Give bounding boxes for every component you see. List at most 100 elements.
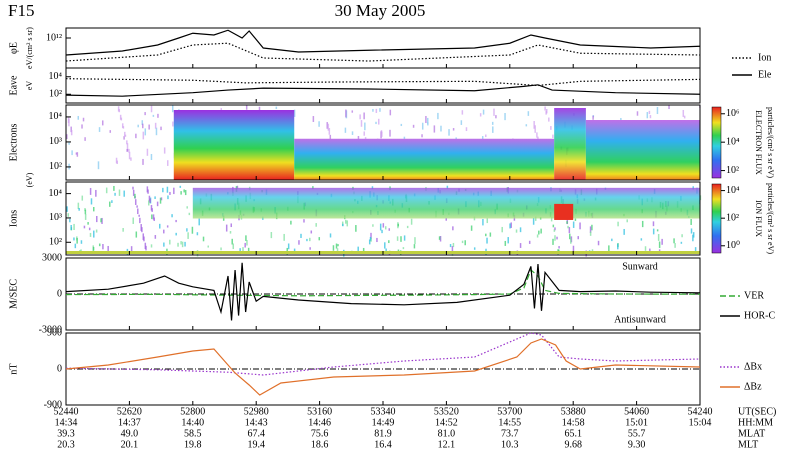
- noise: [684, 116, 686, 119]
- noise: [70, 225, 72, 230]
- noise: [659, 242, 661, 248]
- noise: [445, 218, 447, 221]
- noise: [90, 233, 92, 237]
- x-tick-label: 20.1: [121, 439, 139, 450]
- spectrogram-image: [66, 186, 701, 257]
- noise: [389, 228, 391, 231]
- x-tick-label: 81.0: [438, 428, 456, 439]
- noise: [553, 225, 555, 228]
- y-axis-label: Electrons: [8, 124, 19, 162]
- x-tick-label: 20.3: [57, 439, 75, 450]
- noise: [102, 244, 104, 249]
- noise: [298, 240, 300, 245]
- noise: [78, 208, 80, 211]
- annotation: Sunward: [622, 261, 658, 272]
- noise: [110, 130, 112, 133]
- noise: [569, 227, 571, 233]
- x-tick-label: 14:55: [498, 417, 521, 428]
- noise: [379, 108, 381, 112]
- noise: [151, 244, 153, 247]
- noise: [119, 190, 121, 196]
- noise: [649, 111, 651, 114]
- data-line: [66, 339, 700, 395]
- noise: [138, 215, 140, 217]
- noise: [575, 219, 577, 221]
- noise: [573, 246, 575, 252]
- noise: [388, 240, 390, 243]
- noise: [552, 239, 554, 245]
- noise: [453, 128, 455, 131]
- spectrogram-image: [66, 105, 701, 180]
- noise: [385, 249, 387, 252]
- legend-label: Ele: [758, 69, 772, 80]
- noise: [96, 230, 98, 233]
- noise: [145, 246, 147, 251]
- y-tick-label: 10⁴: [49, 188, 63, 199]
- satellite: F15: [8, 1, 34, 20]
- data-line: [66, 263, 700, 321]
- noise: [309, 247, 311, 250]
- noise: [383, 223, 385, 227]
- noise: [122, 228, 124, 232]
- noise: [185, 190, 187, 195]
- legend-label: Ion: [758, 52, 771, 63]
- noise: [361, 120, 363, 127]
- x-tick-label: 9.68: [564, 439, 582, 450]
- noise: [162, 188, 164, 192]
- noise: [529, 241, 531, 244]
- noise: [573, 222, 575, 228]
- legend-label: ΔBz: [744, 381, 762, 392]
- noise: [566, 221, 568, 224]
- noise: [186, 206, 188, 208]
- colorbar-title: ION FLUX: [754, 200, 763, 237]
- noise: [189, 213, 191, 215]
- date-title: 30 May 2005: [335, 1, 426, 20]
- noise: [276, 107, 278, 109]
- x-tick-label: 65.1: [564, 428, 582, 439]
- colorbar-title: ELECTRON FLUX: [754, 110, 763, 175]
- noise: [91, 198, 93, 204]
- x-tick-label: 9.30: [628, 439, 646, 450]
- y-tick-label: 900: [47, 327, 62, 338]
- noise: [172, 105, 174, 112]
- noise: [187, 232, 189, 239]
- noise: [579, 222, 581, 229]
- y-tick-label: 0: [57, 288, 62, 299]
- colorbar-tick-label: 10²: [726, 212, 739, 223]
- noise: [180, 186, 182, 188]
- noise: [159, 224, 161, 229]
- noise: [474, 247, 476, 249]
- noise: [143, 132, 145, 140]
- noise: [148, 200, 150, 205]
- noise: [403, 247, 405, 249]
- y-tick-label: 0: [57, 363, 62, 374]
- noise: [157, 202, 159, 207]
- noise: [533, 218, 535, 225]
- noise: [384, 242, 386, 248]
- noise: [330, 233, 332, 237]
- noise: [145, 128, 147, 135]
- noise: [125, 135, 127, 137]
- noise: [397, 236, 399, 240]
- noise: [364, 123, 366, 131]
- noise: [151, 106, 153, 112]
- noise: [690, 219, 692, 225]
- noise: [617, 244, 619, 250]
- noise: [342, 224, 344, 226]
- chart: F15 30 May 2005 10¹²φEeV/(cm² s sr)IonEl…: [0, 0, 794, 451]
- noise: [681, 234, 683, 237]
- noise: [90, 188, 92, 195]
- noise: [76, 238, 78, 244]
- noise: [98, 161, 100, 169]
- noise: [434, 125, 436, 132]
- noise: [169, 192, 171, 195]
- noise: [167, 160, 169, 166]
- colorbar-tick-label: 10⁶: [726, 108, 740, 119]
- noise: [155, 123, 157, 129]
- y-axis-units: (eV): [25, 172, 34, 187]
- noise: [345, 128, 347, 133]
- noise: [526, 124, 528, 126]
- noise: [437, 113, 439, 119]
- noise: [483, 110, 485, 115]
- x-tick-label: 81.9: [374, 428, 392, 439]
